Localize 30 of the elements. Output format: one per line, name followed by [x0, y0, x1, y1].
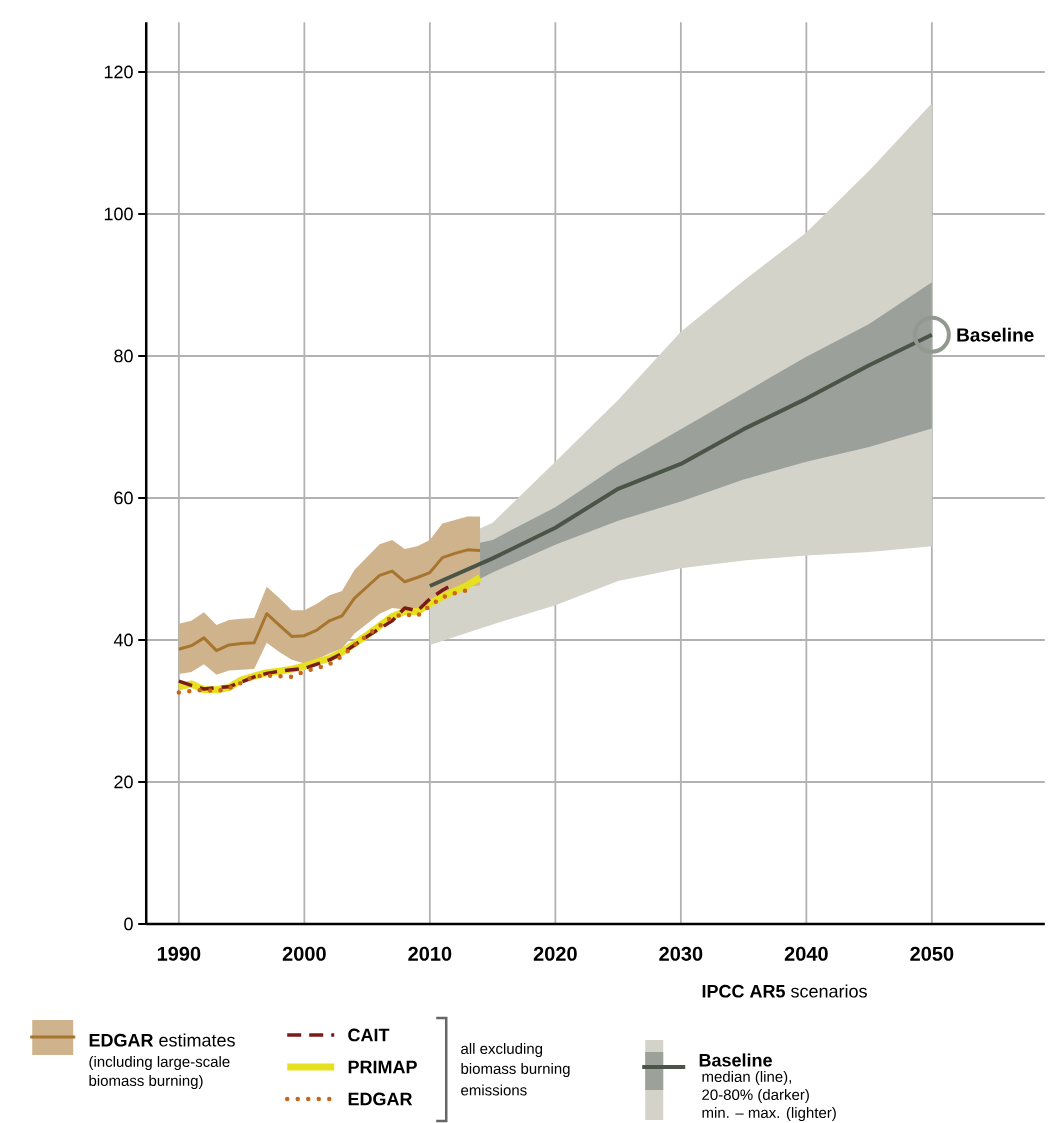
legend-label: EDGAR [348, 1092, 413, 1106]
x-tick-label: 2050 [910, 946, 954, 961]
y-tick-label: 100 [104, 207, 133, 221]
text: biomass burning [461, 1063, 570, 1077]
y-tick-label: 120 [104, 65, 133, 79]
text: min. – max. (lighter) [702, 1107, 836, 1121]
y-tick-label: 60 [114, 491, 133, 505]
x-tick-label: 2000 [282, 946, 326, 961]
y-tick-label: 20 [114, 775, 133, 789]
y-tick-label: 80 [114, 349, 133, 363]
text: (including large-scale [89, 1056, 230, 1070]
x-tick-label: 1990 [157, 946, 201, 961]
text: all excluding [461, 1043, 542, 1057]
legend-label: EDGAR estimates [89, 1033, 235, 1047]
legend-label: Baseline [699, 1053, 772, 1067]
text: IPCC AR5 scenarios [702, 984, 867, 998]
legend-label: CAIT [348, 1028, 390, 1042]
x-tick-label: 2040 [784, 946, 828, 961]
x-tick-label: 2010 [408, 946, 452, 961]
x-tick-label: 2030 [659, 946, 703, 961]
y-tick-label: 0 [124, 917, 133, 931]
x-tick-label: 2020 [533, 946, 577, 961]
line-series [177, 548, 482, 653]
text: median (line), [702, 1071, 791, 1085]
legend-label: PRIMAP [348, 1060, 417, 1074]
text: biomass burning) [89, 1075, 203, 1089]
text: emissions [461, 1084, 527, 1096]
annotation: Baseline [957, 327, 1034, 342]
text: 20-80% (darker) [702, 1089, 809, 1103]
y-tick-label: 40 [113, 633, 133, 647]
